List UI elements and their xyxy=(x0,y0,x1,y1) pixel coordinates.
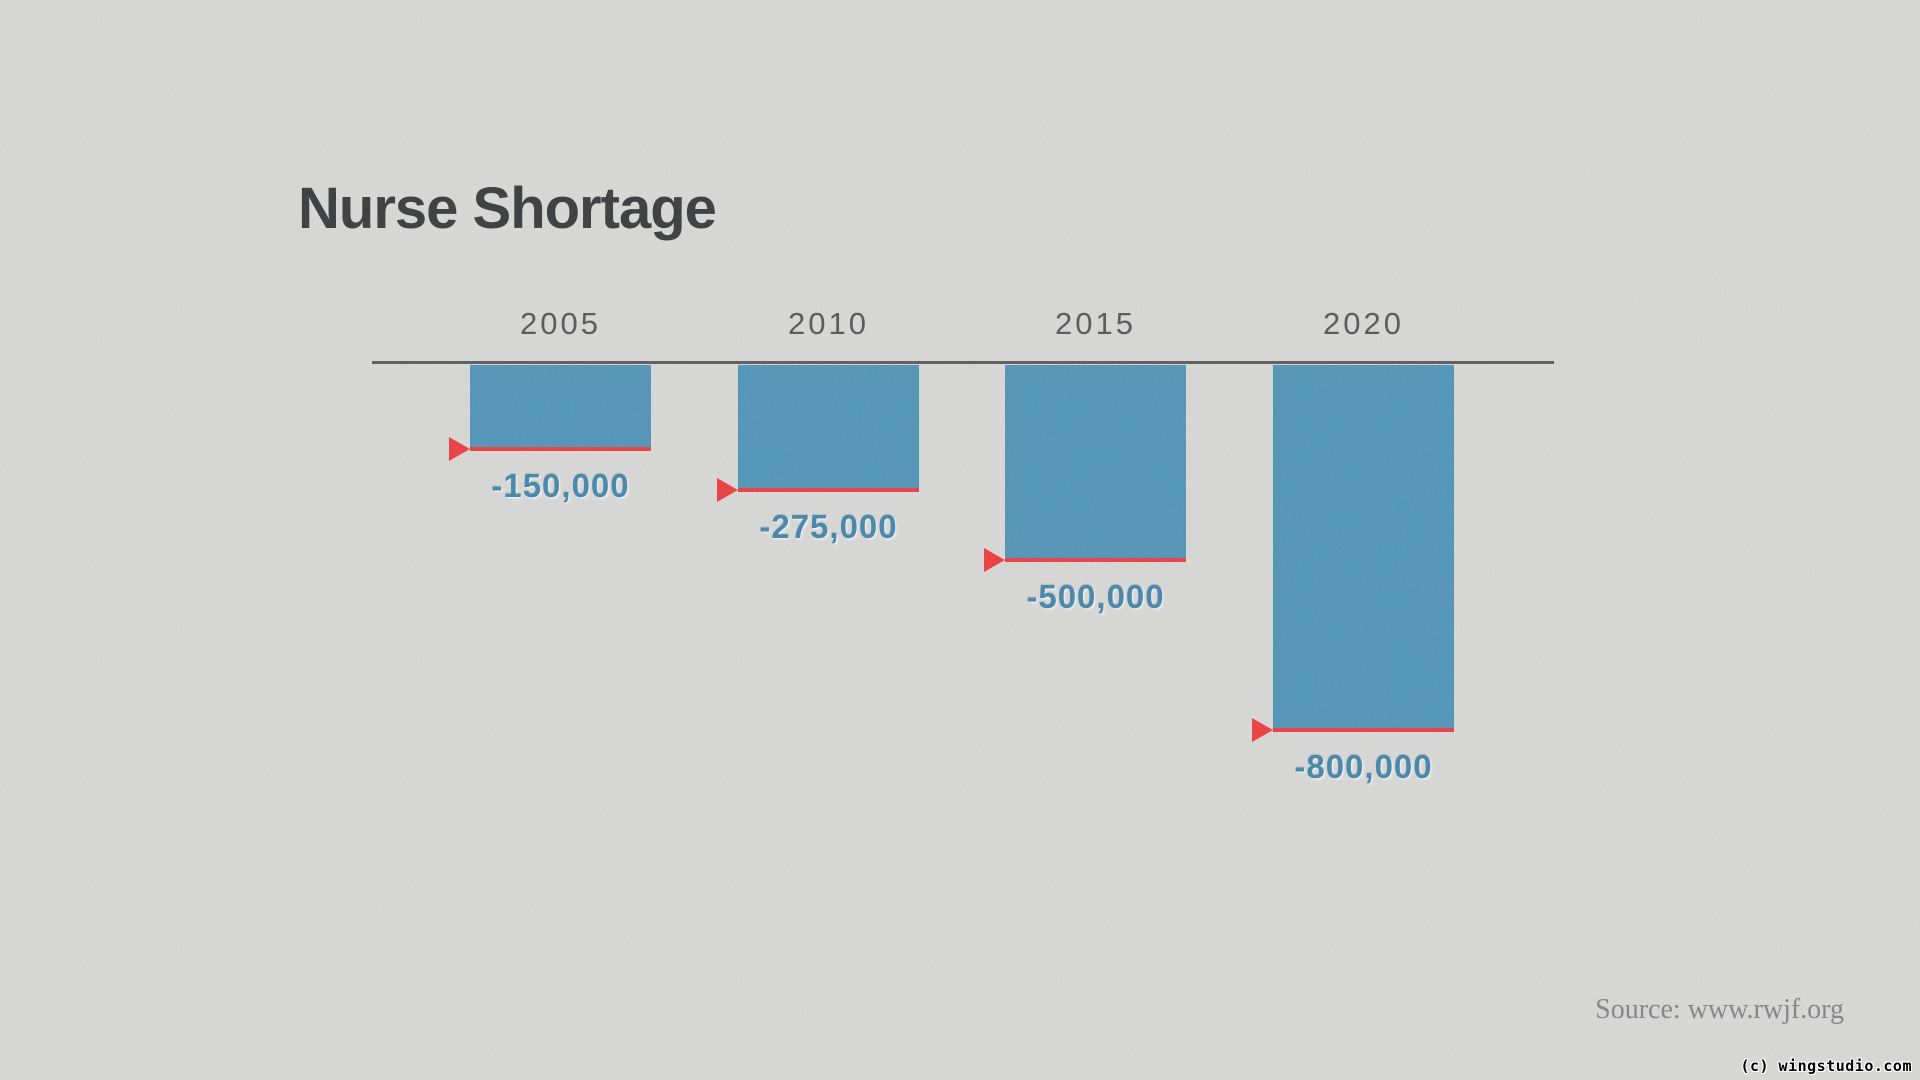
marker-underline-2005 xyxy=(449,437,651,461)
bar-group-2010: 2010 -275,000 xyxy=(717,308,919,543)
category-label-2010: 2010 xyxy=(788,306,869,341)
bar-group-2015: 2015 -500,000 xyxy=(984,308,1186,613)
marker-underline-2020 xyxy=(1252,718,1454,742)
chart-baseline-axis xyxy=(372,361,1554,364)
value-label-2020: -800,000 xyxy=(1294,748,1433,785)
watermark-credit: (c) wingstudio.com xyxy=(1740,1057,1912,1075)
bar-2020 xyxy=(1273,365,1454,729)
category-label-2005: 2005 xyxy=(520,306,601,341)
marker-underline-2010 xyxy=(717,478,919,502)
bar-group-2005: 2005 -150,000 xyxy=(449,308,651,502)
category-label-2015: 2015 xyxy=(1055,306,1136,341)
value-label-2010: -275,000 xyxy=(759,508,898,545)
marker-arrow-icon xyxy=(984,548,1005,572)
marker-underline-2015 xyxy=(984,548,1186,572)
source-credit: Source: www.rwjf.org xyxy=(1595,994,1844,1025)
marker-arrow-icon xyxy=(449,437,470,461)
category-label-2020: 2020 xyxy=(1323,306,1404,341)
value-label-2015: -500,000 xyxy=(1026,578,1165,615)
value-label-2005: -150,000 xyxy=(491,467,630,504)
marker-arrow-icon xyxy=(717,478,738,502)
marker-arrow-icon xyxy=(1252,718,1273,742)
bar-2010 xyxy=(738,365,919,489)
bar-2005 xyxy=(470,365,651,448)
bar-2015 xyxy=(1005,365,1186,559)
bar-group-2020: 2020 -800,000 xyxy=(1252,308,1454,783)
